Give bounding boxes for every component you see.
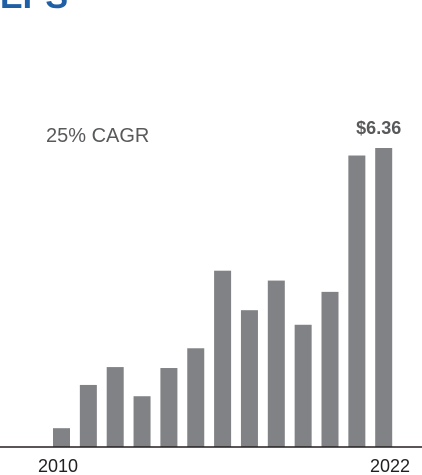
- tick-label-group: 2010 2022: [38, 456, 410, 475]
- bar-2020: [321, 291, 339, 447]
- bar-2013: [133, 396, 151, 447]
- bar-2021: [348, 155, 366, 447]
- bar-group: [53, 148, 393, 447]
- bar-2015: [187, 348, 205, 447]
- bar-2014: [160, 368, 178, 447]
- bar-2010: [53, 428, 70, 447]
- bar-2016: [214, 270, 232, 447]
- value-label-2022: $6.36: [356, 118, 401, 138]
- cagr-annotation: 25% CAGR: [46, 125, 149, 147]
- x-tick-label-2022: 2022: [370, 456, 410, 475]
- bar-2017: [240, 310, 258, 447]
- chart-title: EPS: [0, 0, 68, 16]
- bar-2018: [267, 280, 285, 447]
- bar-2022: [375, 148, 393, 447]
- value-label-group: $6.36: [356, 118, 401, 138]
- bar-2012: [106, 367, 124, 447]
- bar-2011: [79, 384, 97, 447]
- bar-2019: [294, 324, 312, 447]
- x-tick-label-2010: 2010: [38, 456, 78, 475]
